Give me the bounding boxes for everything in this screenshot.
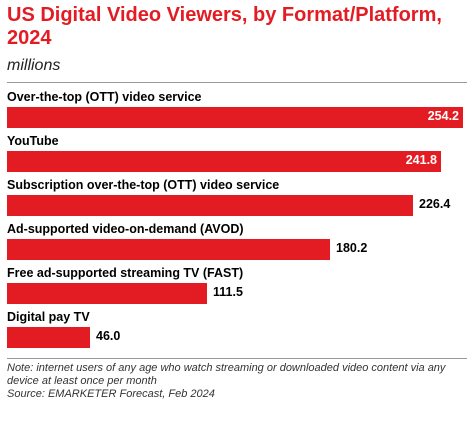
value-label: 254.2: [427, 109, 459, 123]
category-label: Ad-supported video-on-demand (AVOD): [7, 222, 244, 236]
bar: [7, 283, 207, 304]
bar-row: Subscription over-the-top (OTT) video se…: [0, 178, 470, 222]
bar-row: Over-the-top (OTT) video service 254.2: [0, 90, 470, 134]
category-label: Over-the-top (OTT) video service: [7, 90, 202, 104]
bar: [7, 151, 441, 172]
bar-row: YouTube 241.8: [0, 134, 470, 178]
value-label: 226.4: [419, 197, 451, 211]
chart-note: Note: internet users of any age who watc…: [7, 362, 446, 387]
bar-row: Free ad-supported streaming TV (FAST) 111…: [0, 266, 470, 310]
value-label: 111.5: [213, 285, 243, 299]
category-label: Subscription over-the-top (OTT) video se…: [7, 178, 280, 192]
bar: [7, 327, 90, 348]
value-label: 46.0: [96, 329, 121, 343]
bottom-divider: [7, 358, 467, 359]
top-divider: [7, 82, 467, 83]
category-label: Free ad-supported streaming TV (FAST): [7, 266, 244, 280]
chart-subtitle: millions: [7, 57, 61, 74]
value-label: 180.2: [336, 241, 368, 255]
bar: [7, 107, 463, 128]
category-label: YouTube: [7, 134, 59, 148]
bar: [7, 195, 413, 216]
bar-row: Ad-supported video-on-demand (AVOD) 180.2: [0, 222, 470, 266]
chart-source: Source: EMARKETER Forecast, Feb 2024: [7, 388, 215, 400]
category-label: Digital pay TV: [7, 310, 90, 324]
bar: [7, 239, 330, 260]
bar-row: Digital pay TV 46.0: [0, 310, 470, 354]
chart-title: US Digital Video Viewers, by Format/Plat…: [7, 4, 442, 49]
value-label: 241.8: [405, 153, 437, 167]
